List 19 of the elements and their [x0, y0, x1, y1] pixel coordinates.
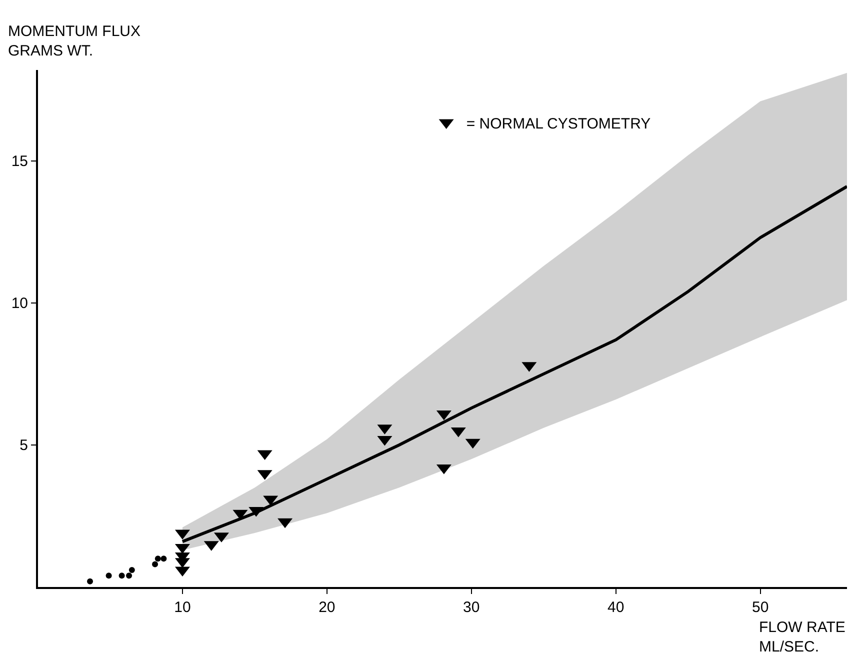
y-tick-label: 15 — [11, 153, 28, 170]
point — [118, 572, 125, 579]
point — [87, 578, 94, 584]
point — [126, 572, 132, 579]
point — [106, 572, 112, 579]
y-tick-label: 10 — [11, 295, 28, 312]
point — [154, 556, 161, 562]
x-tick-label: 10 — [174, 599, 191, 616]
x-tick-label: 50 — [752, 599, 769, 616]
point — [152, 561, 158, 568]
point — [160, 556, 167, 562]
x-tick-label: 40 — [608, 599, 624, 616]
x-tick-label: 20 — [318, 599, 336, 616]
x-tick-label: 30 — [463, 599, 480, 616]
y-tick-label: 5 — [20, 437, 28, 454]
point — [128, 566, 135, 573]
legend-label: = NORMAL CYSTOMETRY — [466, 115, 651, 132]
y-axis-title: MOMENTUM FLUX GRAMS WT. — [8, 23, 140, 60]
x-axis-title: FLOW RATE ML/SEC. — [759, 619, 846, 656]
